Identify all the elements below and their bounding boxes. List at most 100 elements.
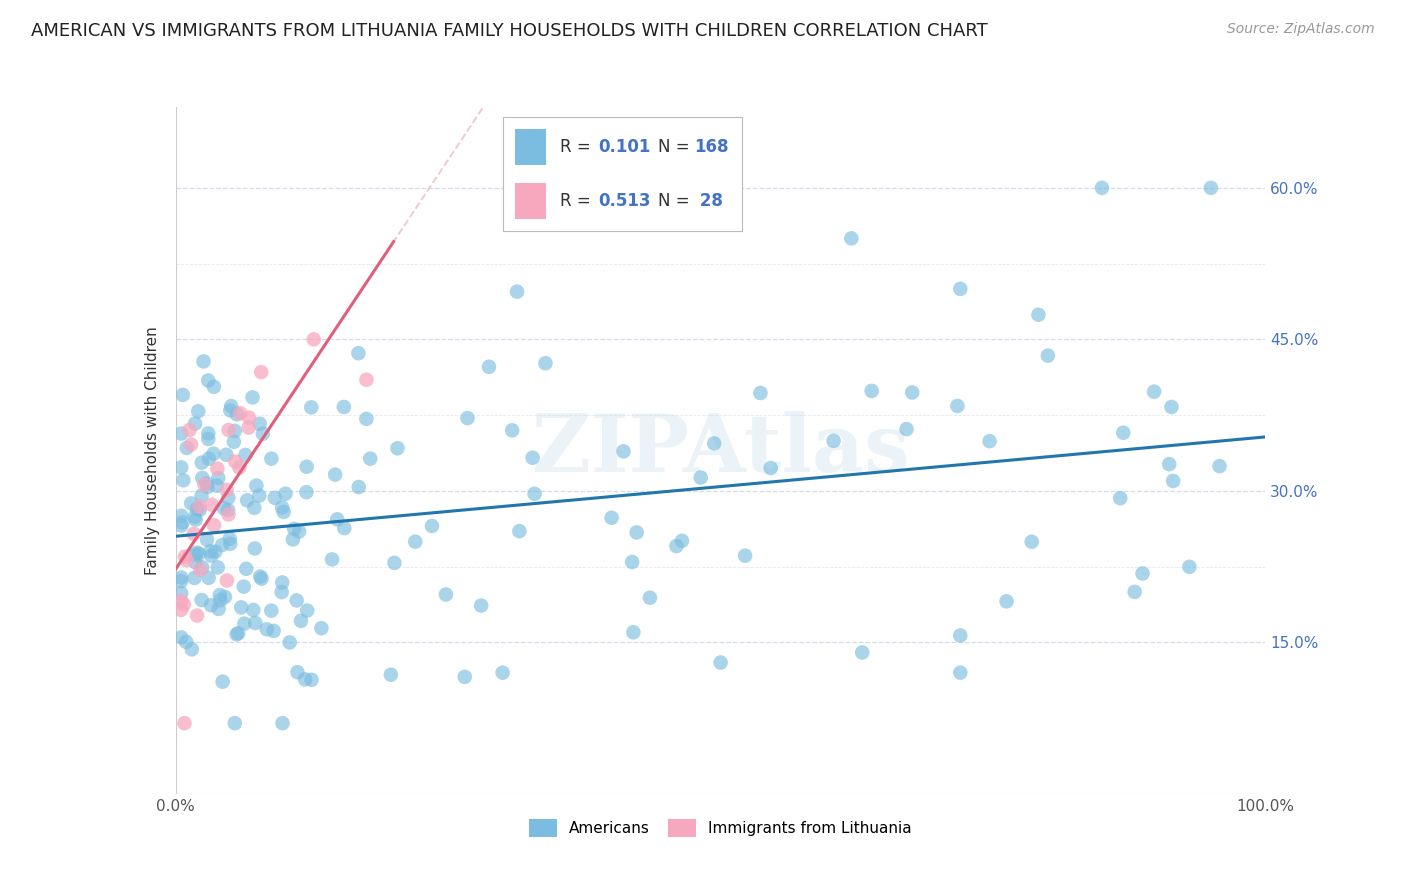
Point — [288, 524, 311, 539]
Point — [323, 467, 346, 482]
Point — [180, 642, 202, 657]
Point — [506, 285, 529, 299]
Point — [333, 400, 356, 414]
Point — [1036, 349, 1059, 363]
Point — [195, 476, 218, 491]
Point — [273, 505, 295, 519]
Point — [297, 603, 319, 617]
Point — [193, 477, 215, 491]
Point — [478, 359, 501, 374]
Point — [209, 593, 232, 607]
Point — [235, 448, 257, 462]
Point — [176, 553, 198, 567]
Point — [359, 451, 381, 466]
Point — [946, 399, 969, 413]
Point — [233, 616, 256, 631]
Point — [188, 547, 211, 561]
Point — [311, 621, 333, 635]
Point — [243, 541, 266, 556]
Point — [387, 442, 409, 456]
Text: R =: R = — [560, 137, 596, 156]
Point — [283, 522, 305, 536]
Point — [295, 459, 318, 474]
Point — [211, 674, 233, 689]
Y-axis label: Family Households with Children: Family Households with Children — [145, 326, 160, 574]
Point — [225, 407, 247, 421]
Point — [457, 411, 479, 425]
Point — [224, 716, 246, 731]
Point — [219, 537, 242, 551]
Point — [219, 399, 242, 413]
Point — [229, 406, 252, 420]
Point — [172, 388, 194, 402]
Point — [703, 436, 725, 450]
Point — [179, 423, 201, 437]
Point — [347, 346, 370, 360]
Point — [174, 635, 197, 649]
Point — [208, 588, 231, 602]
Point — [191, 456, 214, 470]
Point — [191, 560, 214, 574]
Point — [202, 518, 225, 533]
Point — [734, 549, 756, 563]
Point — [197, 480, 219, 494]
Point — [454, 670, 477, 684]
Point — [380, 667, 402, 681]
Point — [860, 384, 883, 398]
Point — [235, 562, 257, 576]
Text: AMERICAN VS IMMIGRANTS FROM LITHUANIA FAMILY HOUSEHOLDS WITH CHILDREN CORRELATIO: AMERICAN VS IMMIGRANTS FROM LITHUANIA FA… — [31, 22, 987, 40]
Point — [949, 665, 972, 680]
Point — [995, 594, 1018, 608]
Point — [184, 512, 207, 526]
Point — [1028, 308, 1050, 322]
Point — [238, 420, 260, 434]
Point — [217, 503, 239, 517]
Text: N =: N = — [658, 192, 696, 211]
Point — [245, 615, 267, 630]
Point — [188, 500, 211, 514]
Point — [183, 571, 205, 585]
Point — [1199, 181, 1222, 195]
Point — [384, 556, 406, 570]
Point — [420, 519, 443, 533]
Point — [238, 410, 260, 425]
Point — [183, 526, 205, 541]
Point — [170, 460, 193, 475]
Point — [242, 603, 264, 617]
Point — [207, 602, 229, 616]
Point — [534, 356, 557, 370]
Point — [710, 656, 733, 670]
Point — [333, 521, 356, 535]
Point — [242, 391, 264, 405]
Point — [170, 518, 193, 533]
Text: 168: 168 — [695, 137, 728, 156]
Point — [263, 491, 285, 505]
Point — [295, 485, 318, 500]
Point — [1132, 566, 1154, 581]
Point — [470, 599, 492, 613]
Point — [285, 593, 308, 607]
Point — [356, 412, 378, 426]
Point — [215, 574, 238, 588]
Point — [173, 716, 195, 731]
Point — [689, 470, 711, 484]
Point — [172, 473, 194, 487]
Point — [204, 545, 226, 559]
Point — [250, 572, 273, 586]
Point — [224, 424, 246, 438]
Point — [759, 461, 782, 475]
Point — [197, 571, 219, 585]
Text: 0.513: 0.513 — [599, 192, 651, 211]
Point — [243, 500, 266, 515]
Point — [1160, 400, 1182, 414]
Point — [176, 441, 198, 455]
Point — [522, 450, 544, 465]
Point — [191, 471, 214, 485]
FancyBboxPatch shape — [515, 183, 546, 219]
Point — [1159, 457, 1181, 471]
Point — [211, 538, 233, 552]
Point — [321, 552, 343, 566]
Point — [501, 423, 523, 437]
Point — [226, 626, 249, 640]
FancyBboxPatch shape — [515, 128, 546, 165]
